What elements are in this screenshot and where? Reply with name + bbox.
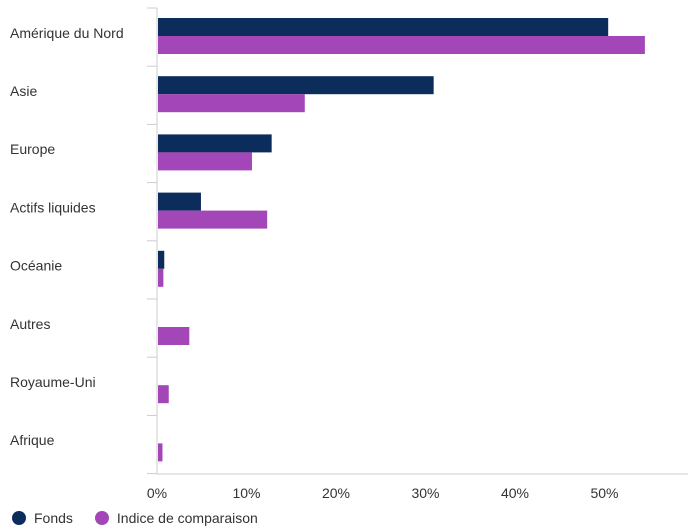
x-tick-label: 50% (590, 485, 618, 500)
category-label: Amérique du Nord (10, 25, 124, 41)
bar-fonds (158, 250, 165, 269)
bar-fonds (158, 18, 609, 36)
bar-indice (158, 443, 163, 462)
bar-fonds (158, 134, 272, 153)
category-label: Actifs liquides (10, 199, 96, 215)
bar-indice (158, 210, 268, 229)
category-label: Europe (10, 141, 55, 157)
x-tick-label: 0% (147, 485, 167, 500)
category-label: Royaume-Uni (10, 374, 96, 390)
x-tick-label: 30% (411, 485, 439, 500)
category-label: Autres (10, 316, 50, 332)
bar-indice (158, 327, 190, 345)
bar-chart: Amérique du Nord Asie Europe Actifs liquide… (10, 7, 688, 500)
category-label: Afrique (10, 432, 55, 448)
legend-item-fonds: Fonds (12, 510, 73, 526)
x-tick-label: 40% (501, 485, 529, 500)
category-label: Océanie (10, 258, 62, 274)
x-tick-label: 10% (232, 485, 260, 500)
bar-indice (158, 94, 305, 113)
bar-fonds (158, 76, 434, 95)
bar-indice (158, 36, 645, 54)
x-tick-label: 20% (322, 485, 350, 500)
bar-fonds (158, 192, 201, 211)
legend: Fonds Indice de comparaison (12, 508, 280, 528)
legend-item-indice: Indice de comparaison (94, 510, 258, 526)
bar-indice (158, 268, 164, 287)
legend-label-fonds: Fonds (34, 510, 73, 526)
legend-label-indice: Indice de comparaison (116, 510, 258, 526)
category-label: Asie (10, 83, 37, 99)
bar-indice (158, 152, 252, 171)
legend-swatch-fonds (12, 511, 26, 525)
legend-swatch-indice (94, 511, 109, 525)
bar-indice (158, 385, 169, 404)
